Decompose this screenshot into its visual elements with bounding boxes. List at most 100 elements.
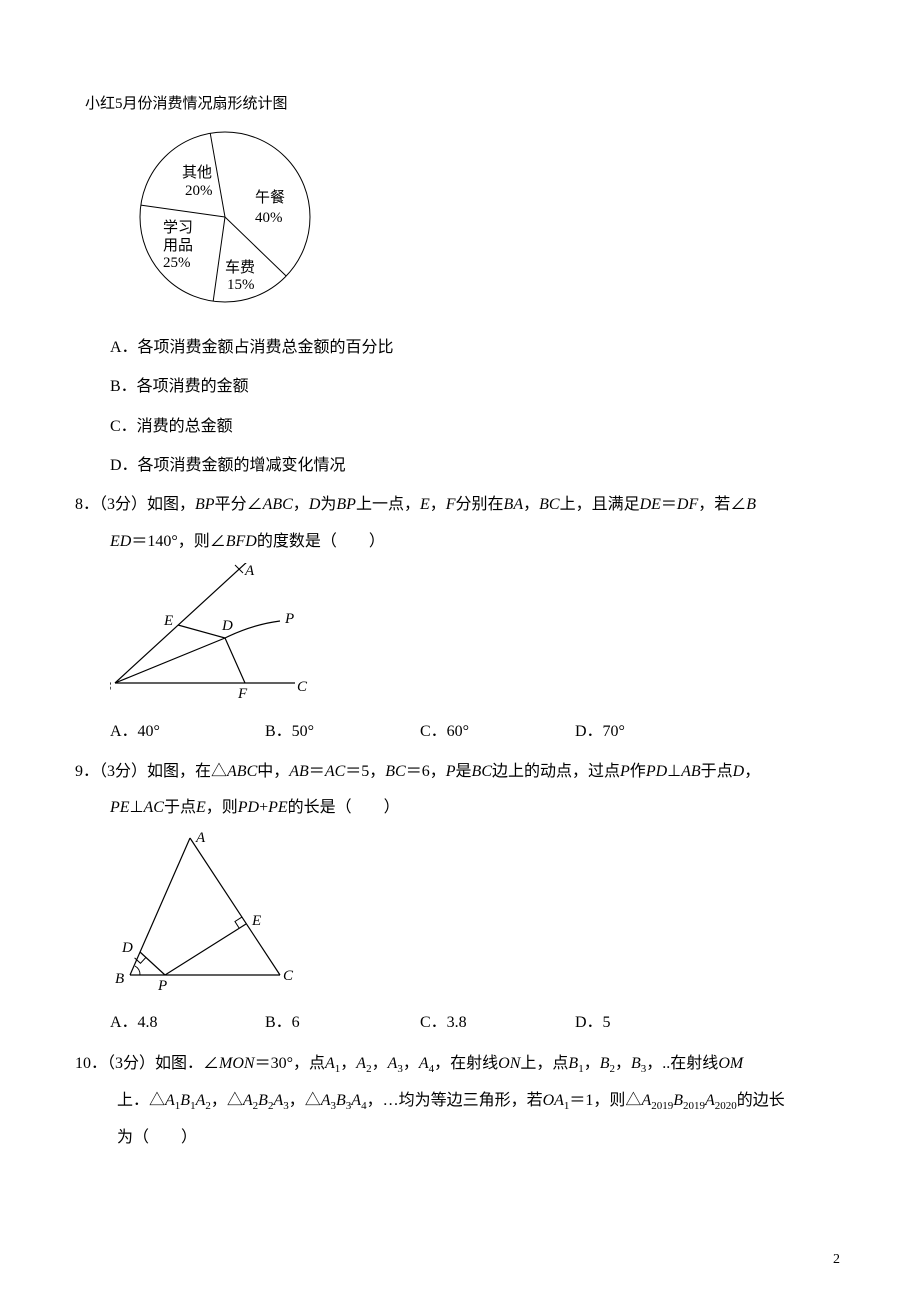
- t: PE: [268, 799, 288, 816]
- svg-text:学习: 学习: [163, 219, 193, 236]
- t: BC: [385, 763, 405, 780]
- t: B: [180, 1092, 190, 1109]
- q9-cont: PE⊥AC于点E，则PD+PE的长是（ ）: [110, 793, 845, 823]
- svg-text:B: B: [110, 679, 111, 695]
- t: ＝5，: [345, 763, 385, 780]
- q7-option-a: A．各项消费金额占消费总金额的百分比: [110, 333, 845, 363]
- t: ，则: [206, 799, 238, 816]
- t: ＝: [309, 763, 325, 780]
- q8-choice-a: A．40°: [110, 717, 265, 747]
- t: 于点: [164, 799, 196, 816]
- svg-text:A: A: [195, 830, 206, 846]
- q8-choice-b: B．50°: [265, 717, 420, 747]
- t: 上，点: [520, 1055, 568, 1072]
- t: 作: [630, 763, 646, 780]
- q8-number: 8．（3分）如图，: [75, 496, 195, 513]
- pie-chart-title: 小红5月份消费情况扇形统计图: [85, 90, 845, 119]
- q8-choice-c: C．60°: [420, 717, 575, 747]
- t: 是: [456, 763, 472, 780]
- t: OA: [543, 1092, 564, 1109]
- t: A: [351, 1092, 361, 1109]
- t: ＝6，: [406, 763, 446, 780]
- t: B: [600, 1055, 610, 1072]
- page-number: 2: [833, 1252, 840, 1268]
- t: 2019: [651, 1100, 673, 1112]
- t: B: [258, 1092, 268, 1109]
- q9-choice-b: B．6: [265, 1008, 420, 1038]
- svg-text:D: D: [121, 940, 133, 956]
- t: ＝1，则△: [569, 1092, 641, 1109]
- t: 为（ ）: [117, 1129, 197, 1146]
- t: E: [196, 799, 206, 816]
- t: +: [259, 799, 268, 816]
- t: ，: [615, 1055, 631, 1072]
- t: 上．△: [117, 1092, 165, 1109]
- t: ，: [340, 1055, 356, 1072]
- t: E: [420, 496, 430, 513]
- t: ，: [403, 1055, 419, 1072]
- t: 上一点，: [356, 496, 420, 513]
- q9-choice-d: D．5: [575, 1008, 730, 1038]
- t: BP: [336, 496, 356, 513]
- t: ，: [584, 1055, 600, 1072]
- t: A: [325, 1055, 335, 1072]
- t: P: [620, 763, 630, 780]
- q10-number: 10．（3分）如图．∠: [75, 1055, 219, 1072]
- t: 的边长: [737, 1092, 785, 1109]
- t: ⊥: [667, 763, 681, 780]
- t: ，..在射线: [646, 1055, 718, 1072]
- t: ，: [744, 763, 760, 780]
- t: 的度数是（ ）: [257, 533, 385, 550]
- t: D: [309, 496, 321, 513]
- t: BC: [472, 763, 492, 780]
- svg-text:20%: 20%: [185, 183, 213, 199]
- q10-text: 10．（3分）如图．∠MON＝30°，点A1，A2，A3，A4，在射线ON上，点…: [75, 1049, 845, 1080]
- t: 2019: [683, 1100, 705, 1112]
- t: ，△: [211, 1092, 243, 1109]
- q9-text: 9．（3分）如图，在△ABC中，AB＝AC＝5，BC＝6，P是BC边上的动点，过…: [75, 757, 845, 787]
- t: A: [196, 1092, 206, 1109]
- t: A: [356, 1055, 366, 1072]
- t: 平分∠: [215, 496, 263, 513]
- t: ，若∠: [698, 496, 746, 513]
- t: P: [446, 763, 456, 780]
- t: ，: [523, 496, 539, 513]
- t: PE: [110, 799, 130, 816]
- q7-option-c: C．消费的总金额: [110, 412, 845, 442]
- t: DF: [677, 496, 698, 513]
- svg-text:25%: 25%: [163, 255, 191, 271]
- q9-choice-a: A．4.8: [110, 1008, 265, 1038]
- t: BFD: [226, 533, 257, 550]
- t: D: [733, 763, 745, 780]
- svg-text:其他: 其他: [182, 164, 212, 181]
- t: BP: [195, 496, 215, 513]
- t: AB: [681, 763, 701, 780]
- t: AB: [289, 763, 309, 780]
- t: 分别在: [456, 496, 504, 513]
- t: A: [321, 1092, 331, 1109]
- q9-choices: A．4.8 B．6 C．3.8 D．5: [110, 1008, 845, 1038]
- q10-cont2: 为（ ）: [117, 1123, 845, 1153]
- t: BA: [504, 496, 524, 513]
- svg-text:C: C: [283, 968, 294, 984]
- t: 边上的动点，过点: [492, 763, 620, 780]
- pie-chart-figure: 午餐40%车费15%学习用品25%其他20%: [125, 127, 845, 323]
- t: OM: [718, 1055, 743, 1072]
- t: ＝: [661, 496, 677, 513]
- t: ABC: [263, 496, 293, 513]
- t: B: [568, 1055, 578, 1072]
- t: ，: [293, 496, 309, 513]
- t: ⊥: [130, 799, 144, 816]
- svg-text:C: C: [297, 679, 308, 695]
- svg-text:D: D: [221, 618, 233, 634]
- t: A: [641, 1092, 651, 1109]
- t: BC: [539, 496, 559, 513]
- t: ＝140°，则∠: [131, 533, 225, 550]
- t: PD: [646, 763, 667, 780]
- svg-text:E: E: [251, 913, 261, 929]
- q8-cont: ED＝140°，则∠BFD的度数是（ ）: [110, 527, 845, 557]
- t: AC: [143, 799, 163, 816]
- t: B: [673, 1092, 683, 1109]
- t: 为: [320, 496, 336, 513]
- q7-option-b: B．各项消费的金额: [110, 372, 845, 402]
